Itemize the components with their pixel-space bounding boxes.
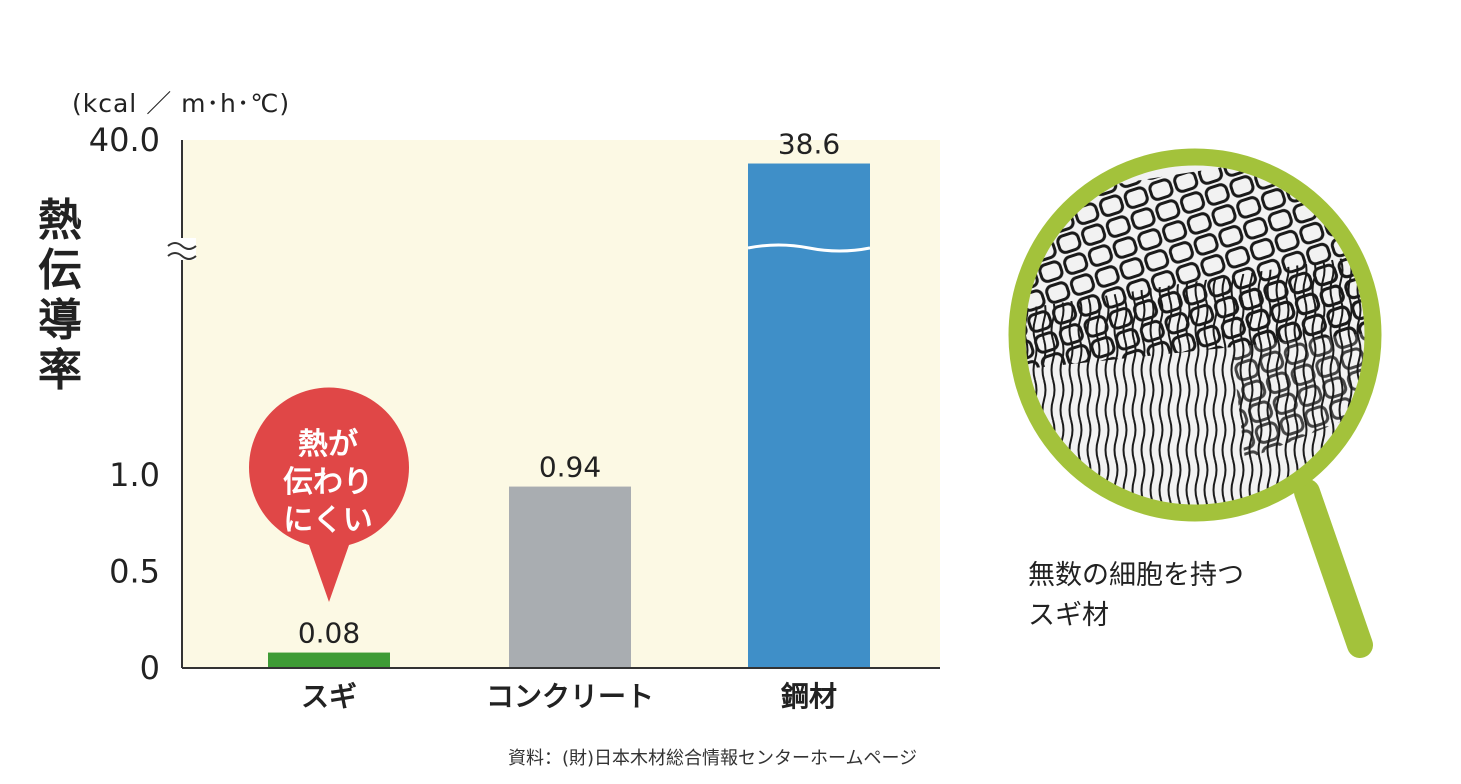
category-label: コンクリート [486, 680, 654, 713]
y-tick-label: 40.0 [89, 121, 160, 159]
y-tick-label: 0 [140, 649, 160, 687]
bar [748, 163, 870, 668]
bar [509, 486, 631, 668]
wood-cell-texture [1017, 157, 1373, 513]
y-axis-label-char: 導 [38, 295, 82, 346]
bar-value-label: 0.08 [298, 617, 360, 650]
y-axis-label-char: 率 [38, 345, 82, 396]
bar-chart: 0.08 0.94 38.6 0 0.5 1.0 40.0 スギ コンクリート 鋼材 [89, 121, 940, 713]
magnifier-illustration [1008, 148, 1382, 658]
caption-line: 無数の細胞を持つ [1028, 560, 1244, 591]
callout-line: 熱が [298, 427, 358, 462]
callout-line: 伝わり [283, 465, 373, 500]
y-tick-label: 1.0 [109, 456, 160, 494]
bar-value-label: 0.94 [539, 451, 601, 484]
illustration-caption: 無数の細胞を持つ スギ材 [1028, 556, 1244, 636]
y-axis-label-char: 伝 [38, 245, 82, 296]
magnifier-ring [1008, 148, 1382, 522]
y-axis-label-char: 熱 [38, 195, 82, 246]
y-tick-label: 0.5 [109, 553, 160, 591]
callout-line: にくい [283, 503, 373, 538]
source-note: 資料：(財)日本木材総合情報センターホームページ [508, 748, 918, 769]
y-axis-label: 熱 伝 導 率 [30, 196, 90, 396]
bar-value-label: 38.6 [778, 128, 840, 161]
callout-text: 熱が 伝わり にくい [248, 426, 408, 540]
callout-bubble [249, 387, 409, 602]
unit-label: (kcal ／ m･h･℃) [72, 89, 291, 118]
category-label: 鋼材 [781, 680, 837, 713]
caption-line: スギ材 [1028, 600, 1109, 631]
magnifier-handle [1294, 479, 1373, 658]
axis-break-mark [167, 238, 197, 260]
category-label: スギ [301, 680, 357, 713]
bar-break-mark [747, 243, 871, 253]
bar [268, 652, 390, 668]
